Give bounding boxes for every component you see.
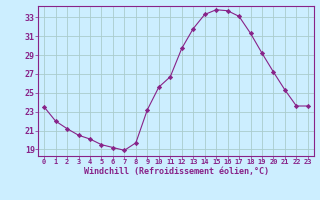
- X-axis label: Windchill (Refroidissement éolien,°C): Windchill (Refroidissement éolien,°C): [84, 167, 268, 176]
